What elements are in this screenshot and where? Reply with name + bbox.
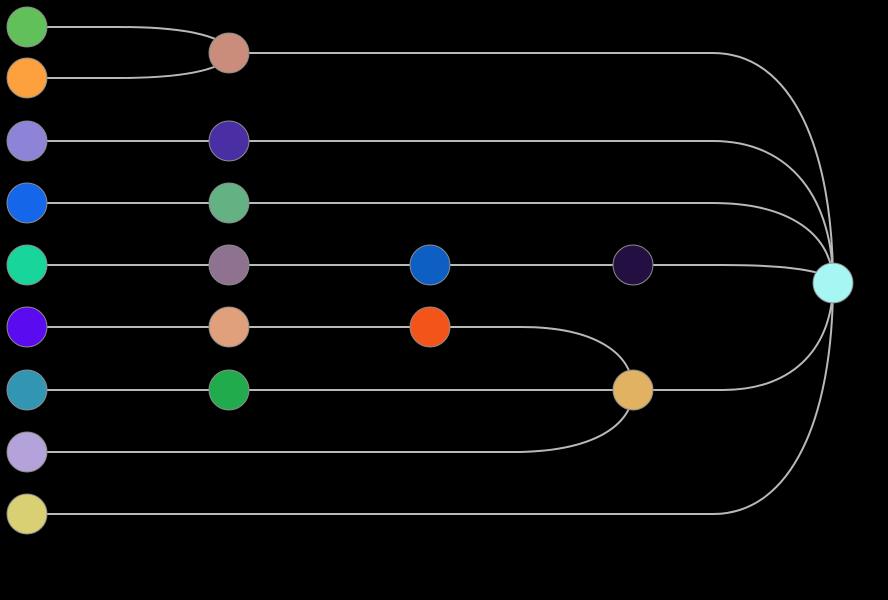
graph-node[interactable]: merge-sandy (612, 369, 654, 411)
node-circle[interactable] (409, 306, 451, 348)
graph-node[interactable]: mid-peach (208, 306, 250, 348)
graph-edge (26, 26, 230, 54)
node-circle[interactable] (6, 493, 48, 535)
node-circle[interactable] (6, 244, 48, 286)
node-circle[interactable] (6, 431, 48, 473)
graph-node[interactable]: leaf-3-periwinkle (6, 120, 48, 162)
graph-node[interactable]: mid-mauve (208, 244, 250, 286)
graph-node[interactable]: mid-green (208, 369, 250, 411)
graph-node[interactable]: leaf-7-teal (6, 369, 48, 411)
graph-node[interactable]: leaf-4-blue (6, 182, 48, 224)
graph-node[interactable]: leaf-2-orange (6, 57, 48, 99)
graph-node[interactable]: mid-dark-violet (208, 120, 250, 162)
graph-edge (26, 282, 834, 515)
node-circle[interactable] (208, 182, 250, 224)
node-circle[interactable] (208, 306, 250, 348)
node-circle[interactable] (812, 262, 854, 304)
graph-node[interactable]: mid-strong-blue (409, 244, 451, 286)
node-circle[interactable] (409, 244, 451, 286)
graph-node[interactable]: merge-salmon (208, 32, 250, 74)
graph-node[interactable]: leaf-9-khaki (6, 493, 48, 535)
graph-edge (26, 52, 230, 79)
node-circle[interactable] (6, 57, 48, 99)
graph-edge (228, 140, 834, 284)
graph-node[interactable]: mid-orange-red (409, 306, 451, 348)
node-circle[interactable] (208, 32, 250, 74)
graph-node[interactable]: root-pale-cyan (812, 262, 854, 304)
node-circle[interactable] (6, 120, 48, 162)
node-circle[interactable] (6, 369, 48, 411)
graph-node[interactable]: leaf-5-spring-green (6, 244, 48, 286)
node-layer: leaf-1-green leaf-2-orange leaf-3-periwink… (6, 6, 854, 535)
node-circle[interactable] (6, 182, 48, 224)
graph-edge (632, 282, 834, 391)
graph-edge (26, 389, 634, 453)
node-circle[interactable] (6, 6, 48, 48)
graph-edge (228, 52, 834, 284)
graph-node[interactable]: leaf-6-violet (6, 306, 48, 348)
graph-edge (429, 326, 634, 391)
graph-edge (632, 264, 834, 284)
node-circle[interactable] (612, 244, 654, 286)
node-circle[interactable] (208, 244, 250, 286)
node-circle[interactable] (612, 369, 654, 411)
graph-edge (228, 202, 834, 284)
graph-node[interactable]: leaf-1-green (6, 6, 48, 48)
node-circle[interactable] (6, 306, 48, 348)
graph-node[interactable]: mid-sea-green (208, 182, 250, 224)
graph-node[interactable]: leaf-8-light-purple (6, 431, 48, 473)
graph-node[interactable]: mid-dark-indigo (612, 244, 654, 286)
node-circle[interactable] (208, 120, 250, 162)
node-circle[interactable] (208, 369, 250, 411)
